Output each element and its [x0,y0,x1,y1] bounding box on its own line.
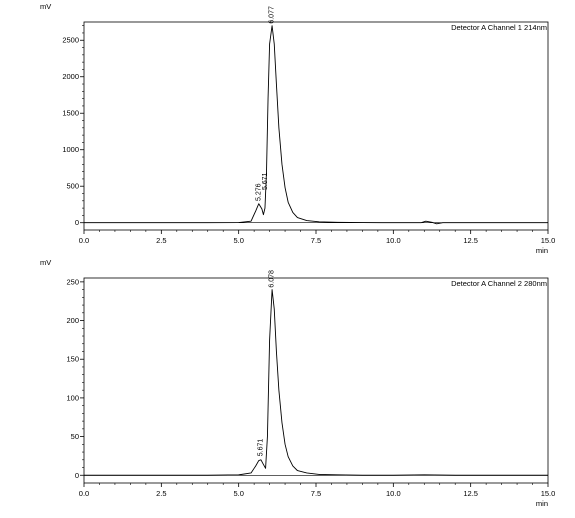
x-tick-label: 7.5 [311,236,321,245]
y-tick-label: 100 [66,393,79,402]
y-axis-unit: mV [40,2,51,11]
x-tick-label: 0.0 [79,236,89,245]
peak-label: 5.276 [255,183,262,201]
plot-frame [83,277,549,484]
y-tick-label: 1500 [62,109,79,118]
x-tick-label: 0.0 [79,489,89,498]
chart-panel-2: mV min Detector A Channel 2 280nm 0 50 100 150… [40,258,555,508]
y-tick-label: 200 [66,316,79,325]
x-axis-unit: min [536,499,548,508]
peak-label: 5.671 [262,172,269,190]
y-tick-label: 0 [75,218,79,227]
y-tick-label: 1000 [62,145,79,154]
peak-label: 5.671 [257,439,264,457]
detector-legend: Detector A Channel 2 280nm [451,279,547,288]
y-tick-label: 250 [66,277,79,286]
y-tick-label: 0 [75,471,79,480]
y-tick-label: 2000 [62,72,79,81]
x-tick-label: 15.0 [541,489,556,498]
x-axis-unit: min [536,246,548,255]
x-tick-label: 2.5 [156,236,166,245]
y-tick-label: 2500 [62,36,79,45]
x-tick-label: 12.5 [463,489,478,498]
x-tick-label: 5.0 [233,236,243,245]
x-tick-label: 10.0 [386,489,401,498]
y-axis-unit: mV [40,258,51,267]
x-tick-label: 2.5 [156,489,166,498]
x-tick-label: 12.5 [463,236,478,245]
chart-panel-1: mV min Detector A Channel 1 214nm 0 500 1000 1… [40,2,555,255]
chromatogram-trace [84,25,548,225]
plot-frame [83,21,549,231]
detector-legend: Detector A Channel 1 214nm [451,23,547,32]
x-tick-label: 7.5 [311,489,321,498]
peak-label: 6.078 [269,270,276,288]
x-tick-label: 15.0 [541,236,556,245]
x-tick-label: 5.0 [233,489,243,498]
y-tick-label: 500 [66,182,79,191]
chromatogram-trace [84,289,548,476]
y-tick-label: 50 [71,432,79,441]
x-tick-label: 10.0 [386,236,401,245]
y-tick-label: 150 [66,355,79,364]
peak-label: 6.077 [269,6,276,24]
